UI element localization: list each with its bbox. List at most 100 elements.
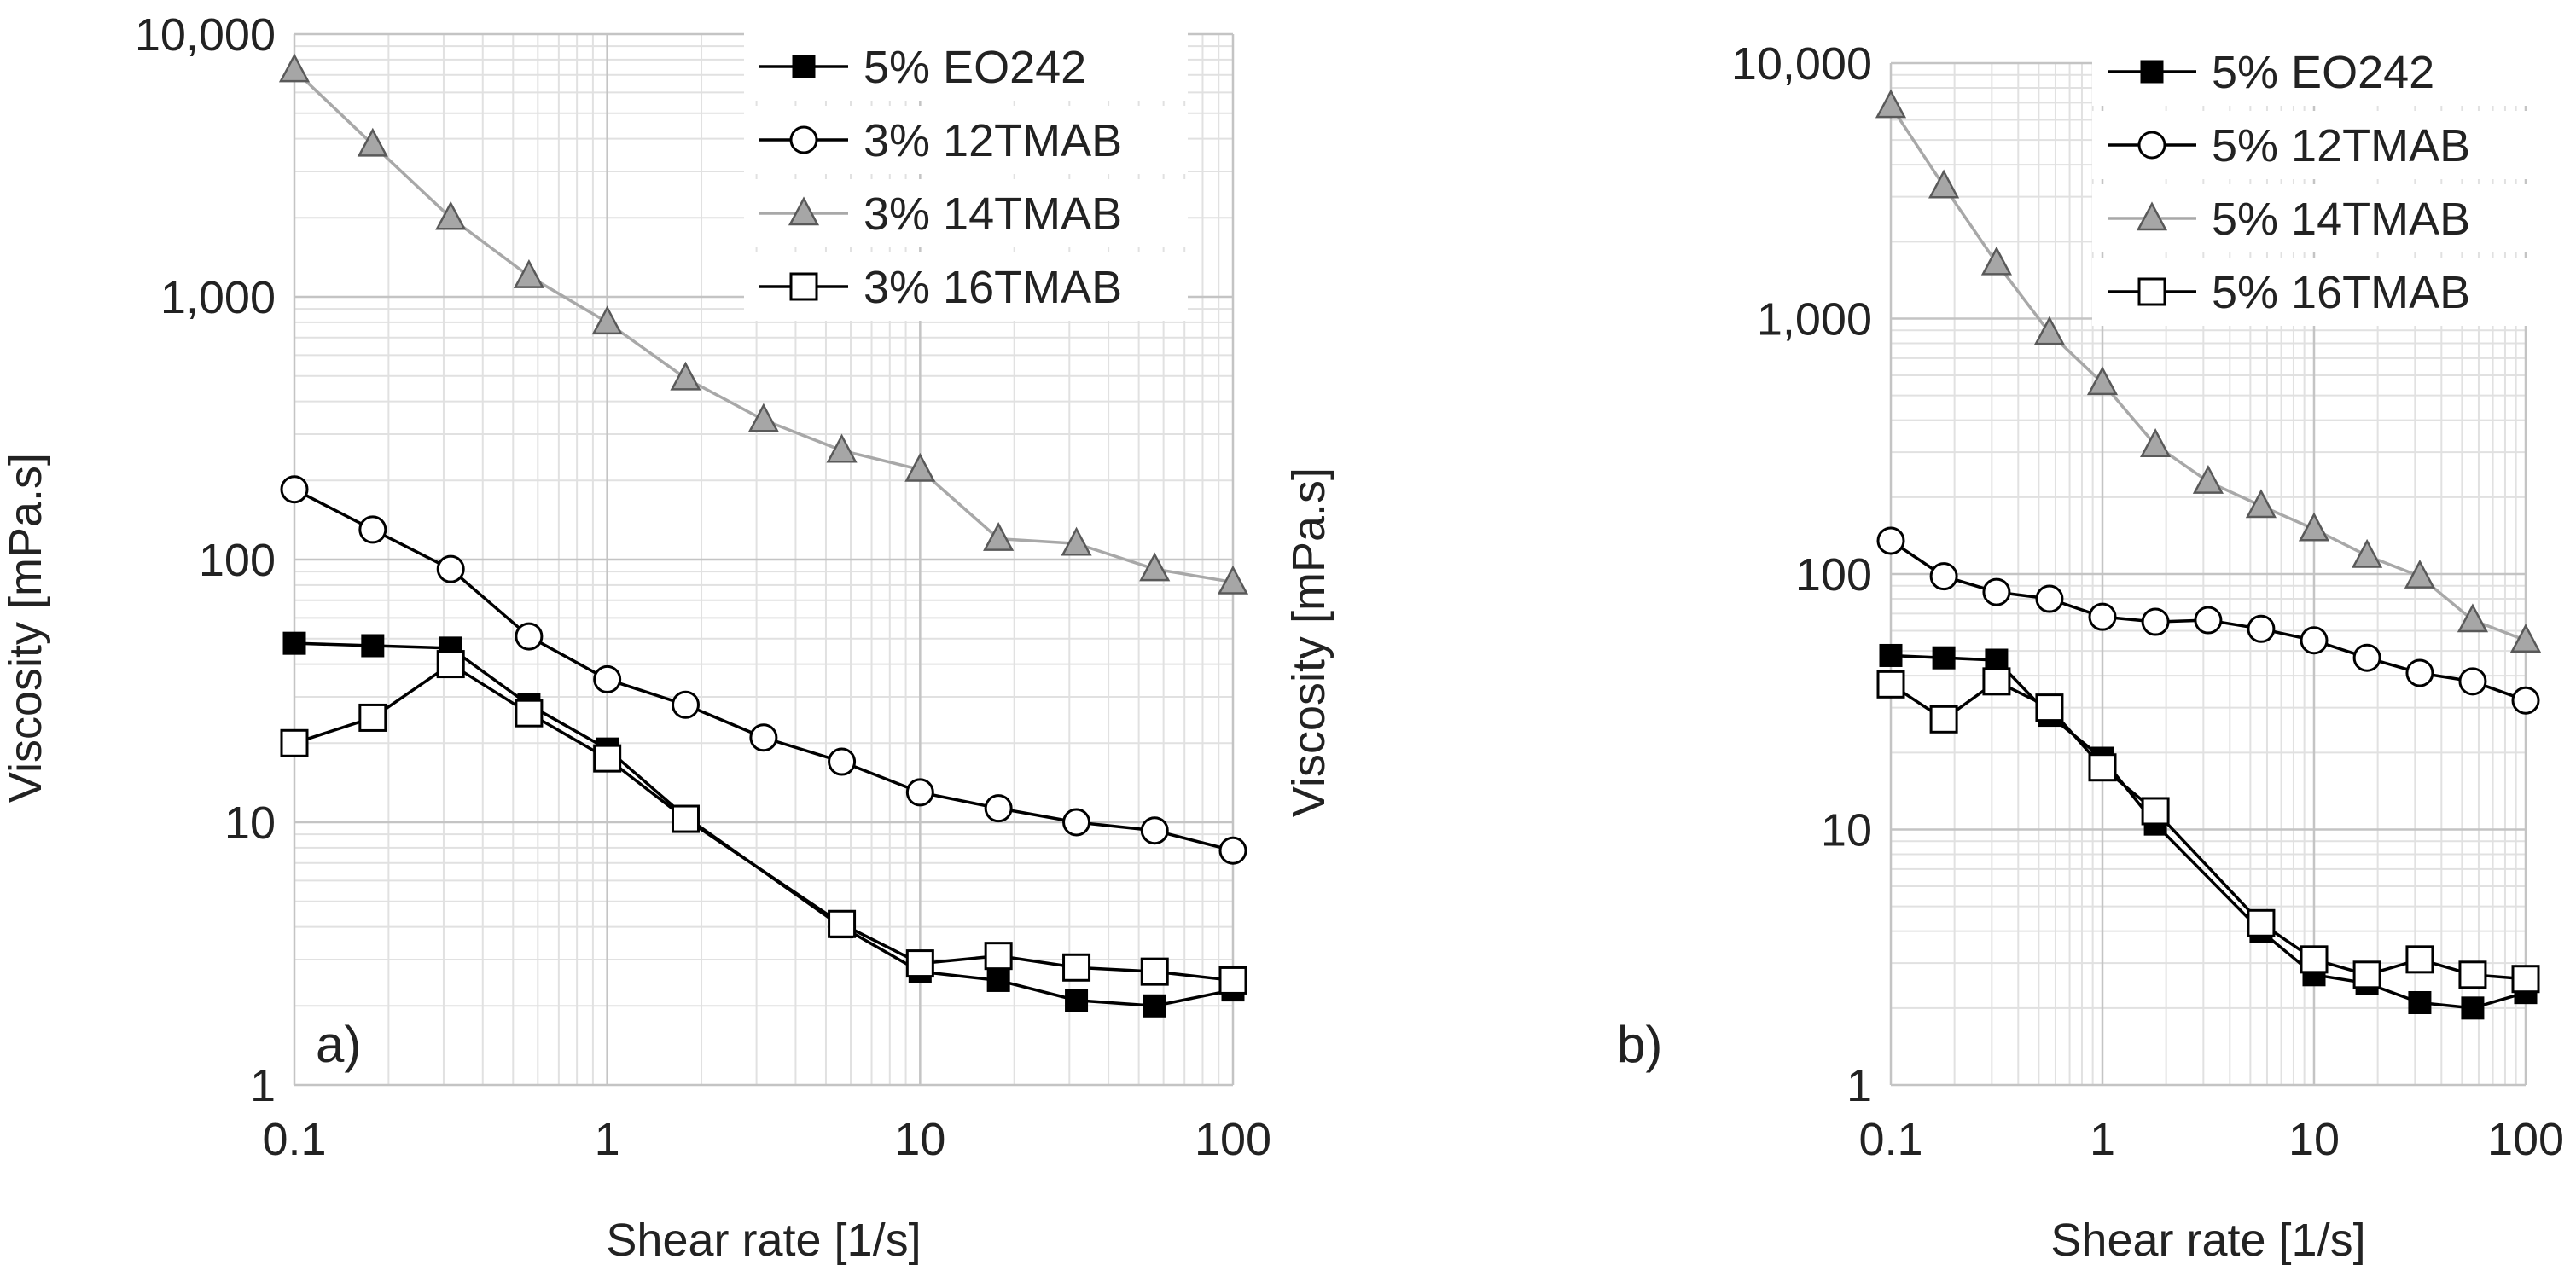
series-line xyxy=(294,488,1234,852)
data-point xyxy=(1929,562,1958,591)
data-point xyxy=(2458,960,2487,989)
legend-item: 3% 12TMAB xyxy=(744,106,1188,174)
data-point xyxy=(591,305,623,335)
data-point xyxy=(2035,584,2064,613)
legend-marker xyxy=(788,196,820,226)
data-point xyxy=(2300,626,2329,655)
data-point xyxy=(2298,512,2330,542)
data-point xyxy=(2088,602,2117,631)
y-tick-label: 10,000 xyxy=(135,9,276,61)
x-tick-label: 100 xyxy=(2487,1114,2564,1165)
series-3-16tmab xyxy=(280,650,1247,995)
y-tick-label: 10 xyxy=(224,798,276,849)
legend-label: 5% EO242 xyxy=(864,42,1086,93)
data-point xyxy=(671,690,700,719)
data-point xyxy=(670,361,701,391)
data-point xyxy=(2405,945,2434,974)
data-point xyxy=(1062,953,1091,982)
y-tick-label: 1,000 xyxy=(160,272,276,323)
x-axis-title: Shear rate [1/s] xyxy=(2050,1215,2365,1266)
legend-item: 5% 12TMAB xyxy=(2092,111,2536,179)
y-tick-label: 10,000 xyxy=(1731,38,1872,90)
data-point xyxy=(515,699,544,728)
legend-item: 5% 14TMAB xyxy=(2092,184,2536,252)
data-point xyxy=(2245,489,2277,519)
data-point xyxy=(361,634,385,658)
data-point xyxy=(593,744,622,773)
x-tick-label: 1 xyxy=(2090,1114,2115,1165)
data-point xyxy=(1143,994,1166,1018)
data-point xyxy=(1062,808,1091,837)
data-point xyxy=(2352,538,2383,568)
y-tick-label: 100 xyxy=(199,535,276,586)
data-point xyxy=(1140,957,1169,986)
legend-label: 3% 14TMAB xyxy=(864,189,1122,240)
legend-marker xyxy=(792,55,816,78)
data-point xyxy=(2458,667,2487,696)
x-tick-label: 100 xyxy=(1195,1114,1271,1165)
data-point xyxy=(2033,316,2066,345)
legend-marker xyxy=(789,272,818,301)
data-point xyxy=(749,723,778,752)
legend-label: 5% 14TMAB xyxy=(2212,194,2470,245)
data-point xyxy=(357,127,388,157)
data-point xyxy=(2352,960,2381,989)
x-tick-label: 0.1 xyxy=(262,1114,326,1165)
data-point xyxy=(1065,989,1089,1012)
x-tick-label: 10 xyxy=(2288,1114,2340,1165)
data-point xyxy=(2141,797,2170,826)
series-5-16tmab xyxy=(1876,667,2540,994)
legend-item: 5% EO242 xyxy=(2092,38,2536,106)
data-point xyxy=(358,703,387,732)
data-point xyxy=(2140,428,2172,457)
data-point xyxy=(282,631,306,655)
panel-label: b) xyxy=(1617,1016,1662,1073)
series-3-12tmab xyxy=(280,475,1247,865)
data-point xyxy=(280,475,309,504)
legend-label: 3% 12TMAB xyxy=(864,115,1122,166)
legend-marker xyxy=(2140,60,2164,84)
data-point xyxy=(278,53,311,83)
data-point xyxy=(2247,908,2276,937)
data-point xyxy=(2141,607,2170,636)
data-point xyxy=(2511,965,2540,994)
y-tick-label: 1,000 xyxy=(1757,294,1872,345)
data-point xyxy=(1061,526,1092,556)
data-point xyxy=(2408,990,2432,1014)
data-point xyxy=(1879,643,1903,667)
series-5-14tmab xyxy=(1875,89,2542,653)
data-point xyxy=(2192,465,2224,494)
data-point xyxy=(1982,577,2011,606)
data-point xyxy=(905,949,934,978)
data-point xyxy=(1875,89,1907,119)
legend-label: 5% 12TMAB xyxy=(2212,120,2470,171)
y-tick-label: 10 xyxy=(1821,805,1872,856)
data-point xyxy=(436,650,465,679)
data-point xyxy=(2352,643,2381,672)
data-point xyxy=(826,433,858,463)
data-point xyxy=(2086,366,2119,396)
y-tick-label: 1 xyxy=(1846,1060,1872,1111)
legend-marker xyxy=(2136,201,2168,231)
data-point xyxy=(2247,614,2276,643)
data-point xyxy=(280,728,309,757)
data-point xyxy=(905,778,934,807)
data-point xyxy=(2404,559,2436,589)
data-point xyxy=(2300,945,2329,974)
legend-item: 5% 16TMAB xyxy=(2092,258,2536,326)
legend-label: 5% EO242 xyxy=(2212,47,2434,98)
legend-marker xyxy=(2137,131,2166,160)
data-point xyxy=(1139,552,1171,582)
data-point xyxy=(2035,693,2064,722)
series-5-12tmab xyxy=(1876,526,2540,715)
series-3-14tmab xyxy=(278,53,1249,595)
legend: 5% EO242 3% 12TMAB 3% 14TMAB 3% 16TMAB xyxy=(744,32,1188,321)
data-point xyxy=(828,909,857,938)
data-point xyxy=(2088,753,2117,782)
x-tick-label: 10 xyxy=(894,1114,945,1165)
panel-label: a) xyxy=(316,1016,361,1073)
legend-item: 3% 16TMAB xyxy=(744,252,1188,321)
